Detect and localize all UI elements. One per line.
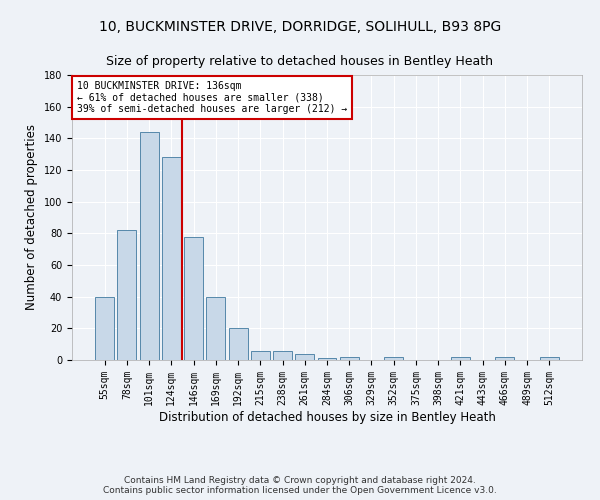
Text: Size of property relative to detached houses in Bentley Heath: Size of property relative to detached ho… xyxy=(107,55,493,68)
Bar xyxy=(317,358,337,360)
Bar xyxy=(540,357,559,360)
Bar xyxy=(162,158,181,360)
Text: 10 BUCKMINSTER DRIVE: 136sqm
← 61% of detached houses are smaller (338)
39% of s: 10 BUCKMINSTER DRIVE: 136sqm ← 61% of de… xyxy=(77,80,347,114)
Bar xyxy=(273,350,292,360)
Bar xyxy=(140,132,158,360)
Bar xyxy=(295,354,314,360)
Bar xyxy=(184,236,203,360)
Bar xyxy=(451,357,470,360)
Text: Contains HM Land Registry data © Crown copyright and database right 2024.
Contai: Contains HM Land Registry data © Crown c… xyxy=(103,476,497,495)
Bar xyxy=(229,328,248,360)
Bar xyxy=(496,357,514,360)
Bar xyxy=(206,296,225,360)
Bar xyxy=(384,357,403,360)
Bar xyxy=(118,230,136,360)
Bar xyxy=(251,350,270,360)
Bar xyxy=(95,296,114,360)
Text: 10, BUCKMINSTER DRIVE, DORRIDGE, SOLIHULL, B93 8PG: 10, BUCKMINSTER DRIVE, DORRIDGE, SOLIHUL… xyxy=(99,20,501,34)
Y-axis label: Number of detached properties: Number of detached properties xyxy=(25,124,38,310)
Bar xyxy=(340,357,359,360)
X-axis label: Distribution of detached houses by size in Bentley Heath: Distribution of detached houses by size … xyxy=(158,410,496,424)
